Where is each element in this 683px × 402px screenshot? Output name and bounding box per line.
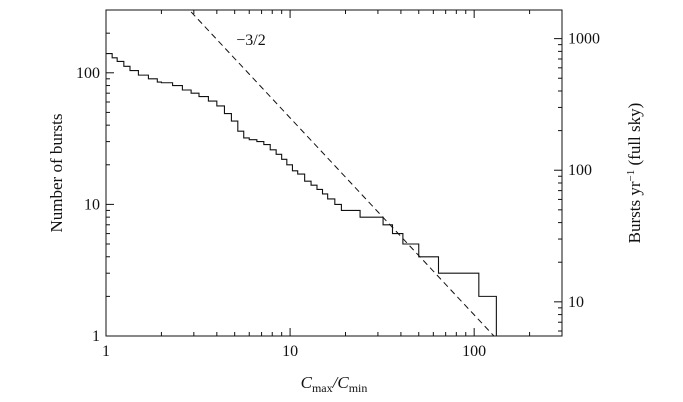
y2-axis-label: Bursts yr−1 (full sky)	[625, 103, 644, 244]
x-tick-label: 100	[462, 343, 486, 360]
y-tick-label: 10	[84, 196, 100, 213]
series-layer	[106, 11, 497, 337]
y-tick-label: 1	[92, 328, 100, 345]
y2-tick-label: 1000	[568, 31, 600, 48]
x-label-slash: /C	[332, 373, 350, 392]
y2-label-before: Bursts yr	[625, 181, 644, 243]
y2-label-after: (full sky)	[625, 103, 644, 170]
tick-labels: 1 10 100 1 10 100 10 100 1000	[76, 31, 600, 360]
y2-label-sup: −1	[625, 170, 637, 182]
tick-marks	[105, 9, 563, 337]
y-tick-label: 100	[76, 65, 100, 82]
x-tick-label: 10	[282, 343, 298, 360]
y2-tick-label: 10	[568, 294, 584, 311]
y-axis-label: Number of bursts	[47, 114, 66, 233]
x-label-sub1: max	[312, 381, 333, 395]
x-tick-label: 1	[102, 343, 110, 360]
reference-slope-line	[190, 11, 495, 337]
x-axis-label: Cmax/Cmin	[301, 373, 368, 395]
y2-tick-label: 100	[568, 162, 592, 179]
annotation-slope: −3/2	[236, 32, 265, 49]
x-label-sub2: min	[349, 381, 368, 395]
x-label-main: C	[301, 373, 313, 392]
cumulative-burst-curve	[106, 53, 497, 336]
plot-frame	[105, 9, 563, 337]
